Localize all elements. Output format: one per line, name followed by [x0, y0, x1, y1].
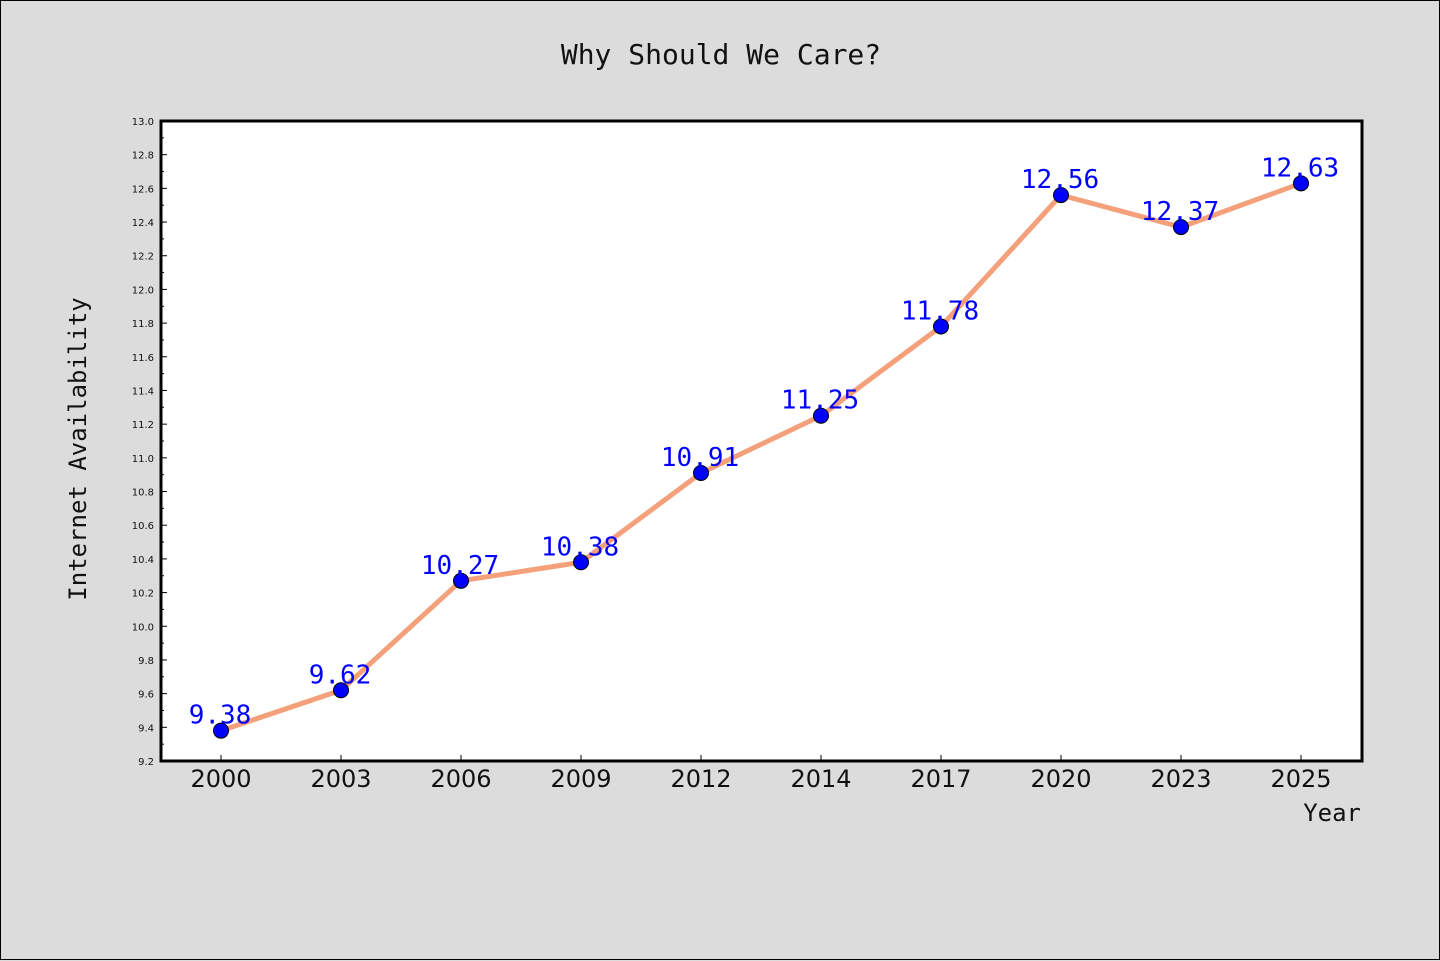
x-tick-label: 2000	[190, 765, 251, 793]
y-tick-label: 9.8	[138, 656, 154, 667]
series-line	[218, 180, 1304, 734]
x-tick-label: 2020	[1030, 765, 1091, 793]
y-tick-label: 9.6	[138, 690, 154, 701]
data-point	[333, 682, 349, 699]
y-tick-label: 10.8	[132, 488, 154, 499]
y-tick-label: 11.2	[132, 420, 154, 431]
y-tick-label: 12.0	[132, 285, 154, 296]
data-label: 10.27	[421, 551, 499, 581]
y-tick-label: 10.4	[132, 555, 154, 566]
data-point	[693, 465, 709, 481]
chart-title: Why Should We Care?	[561, 38, 881, 71]
data-label: 12.56	[1021, 165, 1099, 195]
y-tick-label: 10.0	[132, 622, 154, 633]
data-label: 11.25	[781, 386, 859, 416]
y-tick-label: 11.6	[132, 353, 154, 364]
data-point	[573, 554, 589, 571]
data-label: 10.38	[541, 532, 619, 562]
y-tick-label: 12.6	[132, 184, 154, 195]
x-tick-label: 2006	[430, 765, 491, 793]
data-point	[1173, 219, 1189, 236]
y-tick-label: 11.0	[132, 454, 154, 465]
data-label: 12.37	[1141, 197, 1219, 227]
data-label: 9.38	[189, 701, 252, 731]
x-axis-label: Year	[1303, 799, 1361, 827]
y-tick-label: 10.2	[132, 589, 154, 600]
y-tick-label: 9.2	[138, 757, 154, 768]
data-point	[933, 318, 949, 335]
x-tick-label: 2017	[910, 765, 971, 793]
data-label: 12.63	[1261, 153, 1339, 183]
data-label: 9.62	[309, 660, 372, 690]
x-tick-label: 2003	[310, 765, 371, 793]
data-point	[453, 572, 469, 589]
y-tick-label: 12.4	[132, 218, 154, 229]
x-tick-label: 2025	[1270, 765, 1331, 793]
x-axis: 2000 2003 2006 2009 2012 2014 2017 2020 2023 2025	[190, 755, 1332, 793]
y-tick-label: 9.4	[138, 723, 154, 734]
x-tick-label: 2012	[670, 765, 731, 793]
y-tick-label: 12.2	[132, 252, 154, 263]
y-tick-label: 13.0	[132, 117, 154, 128]
data-point	[813, 407, 829, 424]
x-tick-label: 2009	[550, 765, 611, 793]
y-tick-label: 12.8	[132, 151, 154, 162]
data-point	[1053, 187, 1069, 204]
x-tick-label: 2023	[1150, 765, 1211, 793]
data-point	[213, 722, 229, 739]
x-tick-label: 2014	[790, 765, 851, 793]
y-tick-label: 11.4	[132, 386, 154, 397]
plot-area	[159, 119, 1364, 763]
y-tick-label: 11.8	[132, 319, 154, 330]
y-axis-label: Internet Availability	[64, 297, 92, 600]
data-series: 9.38 9.62 10.27 10.38 10.91 11.25 11.78 12.56 12…	[189, 153, 1339, 739]
data-label: 11.78	[901, 296, 979, 326]
y-axis: 9.2 9.4 9.6 9.8 10.0 10.2 10.4 10.6 10.8 11.0 11.2…	[132, 117, 167, 768]
data-point	[1293, 175, 1309, 192]
data-label: 10.91	[661, 443, 739, 473]
y-tick-label: 10.6	[132, 521, 154, 532]
